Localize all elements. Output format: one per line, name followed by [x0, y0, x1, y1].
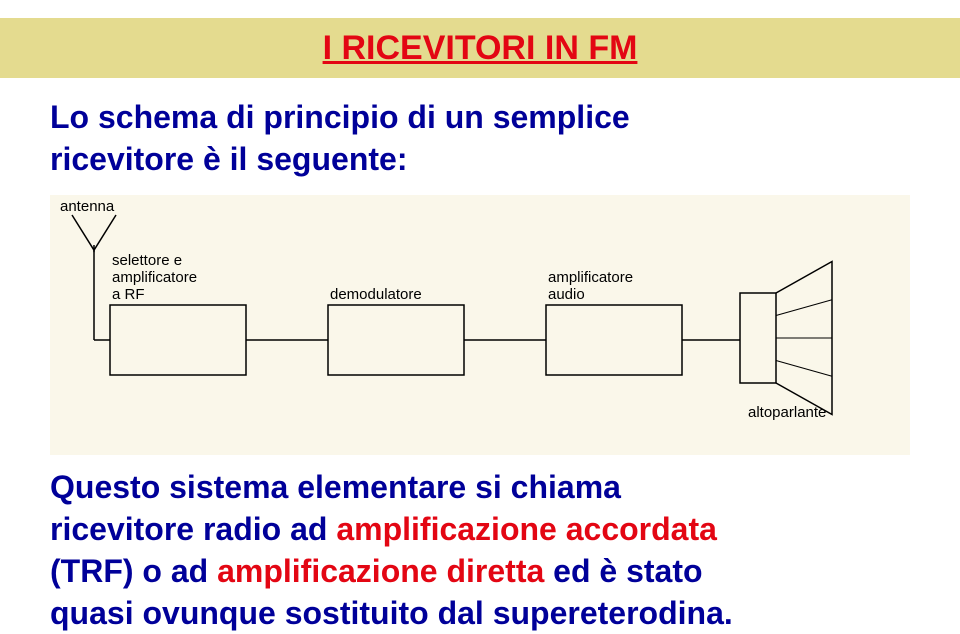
desc-l3-red: amplificazione diretta	[217, 553, 544, 589]
desc-l3b: ed è stato	[544, 553, 702, 589]
lead-text: Lo schema di principio di un semplice ri…	[50, 96, 910, 180]
desc-l2-red: amplificazione accordata	[336, 511, 717, 547]
desc-l3a: (TRF) o ad	[50, 553, 217, 589]
description-text: Questo sistema elementare si chiama rice…	[50, 466, 910, 634]
lead-line1: Lo schema di principio di un semplice	[50, 99, 630, 135]
svg-text:a RF: a RF	[112, 286, 145, 303]
svg-text:audio: audio	[548, 286, 585, 303]
svg-text:antenna: antenna	[60, 198, 115, 215]
desc-l1: Questo sistema elementare si chiama	[50, 469, 621, 505]
svg-text:selettore e: selettore e	[112, 252, 182, 269]
lead-line2: ricevitore è il seguente:	[50, 141, 407, 177]
svg-text:demodulatore: demodulatore	[330, 286, 422, 303]
svg-text:altoparlante: altoparlante	[748, 404, 826, 421]
svg-text:amplificatore: amplificatore	[548, 269, 633, 286]
block-diagram: antennaselettore eamplificatorea RFdemod…	[50, 195, 910, 455]
svg-text:amplificatore: amplificatore	[112, 269, 197, 286]
desc-l2a: ricevitore radio ad	[50, 511, 336, 547]
slide-title: I RICEVITORI IN FM	[0, 18, 960, 78]
